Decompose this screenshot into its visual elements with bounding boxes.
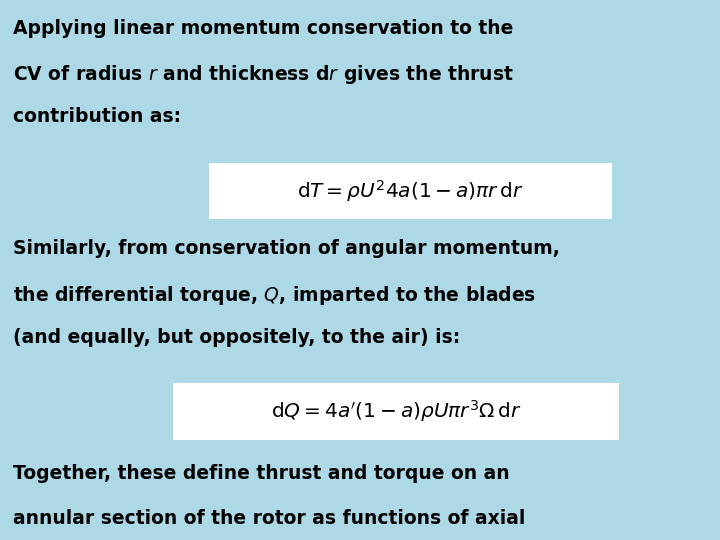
Text: (and equally, but oppositely, to the air) is:: (and equally, but oppositely, to the air… [13, 328, 460, 347]
Text: $\mathrm{d}Q = 4a'(1-a)\rho U\pi r^3 \Omega\,\mathrm{d}r$: $\mathrm{d}Q = 4a'(1-a)\rho U\pi r^3 \Om… [271, 399, 521, 424]
Text: CV of radius $r$ and thickness d$r$ gives the thrust: CV of radius $r$ and thickness d$r$ give… [13, 63, 514, 86]
FancyBboxPatch shape [209, 163, 612, 219]
Text: Together, these define thrust and torque on an: Together, these define thrust and torque… [13, 464, 510, 483]
Text: annular section of the rotor as functions of axial: annular section of the rotor as function… [13, 509, 526, 528]
Text: contribution as:: contribution as: [13, 107, 181, 126]
Text: $\mathrm{d}T = \rho U^2 4a(1-a)\pi r\,\mathrm{d}r$: $\mathrm{d}T = \rho U^2 4a(1-a)\pi r\,\m… [297, 178, 523, 204]
FancyBboxPatch shape [173, 383, 619, 440]
Text: the differential torque, $Q$, imparted to the blades: the differential torque, $Q$, imparted t… [13, 284, 536, 307]
Text: Applying linear momentum conservation to the: Applying linear momentum conservation to… [13, 19, 513, 38]
Text: Similarly, from conservation of angular momentum,: Similarly, from conservation of angular … [13, 239, 559, 258]
